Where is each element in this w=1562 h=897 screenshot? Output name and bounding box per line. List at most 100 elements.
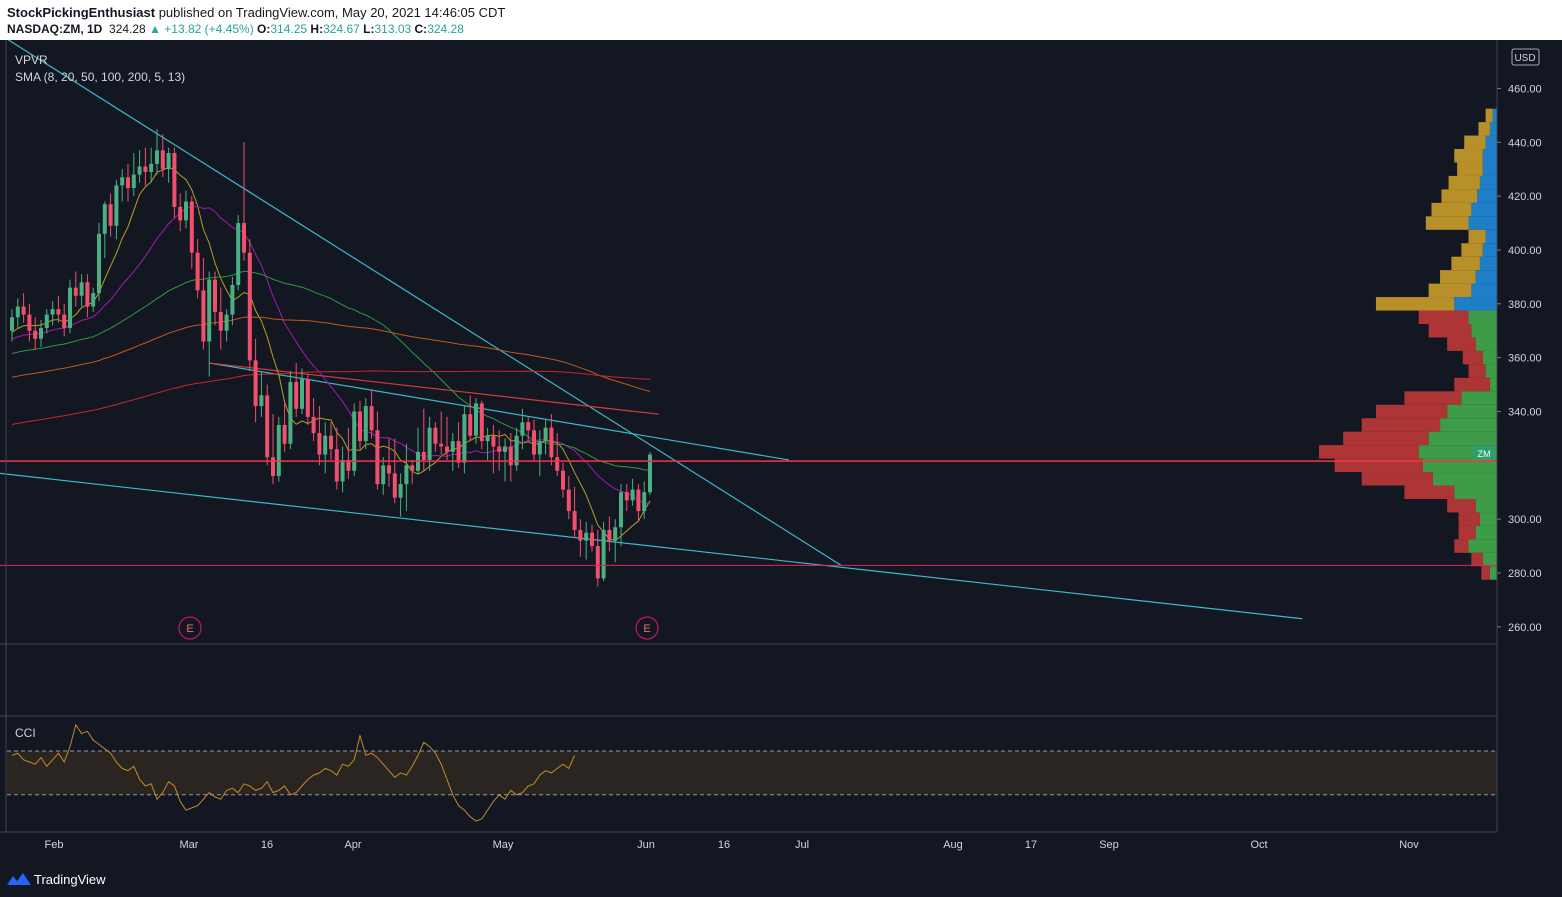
candle-body bbox=[62, 314, 67, 329]
cci-label[interactable]: CCI bbox=[15, 726, 36, 740]
brand-name[interactable]: TradingView bbox=[34, 872, 106, 887]
candle-body bbox=[387, 465, 391, 474]
open-value: 314.25 bbox=[270, 22, 308, 36]
vpvr-down-bar bbox=[1478, 122, 1490, 136]
vpvr-down-bar bbox=[1447, 337, 1476, 351]
vpvr-down-bar bbox=[1361, 418, 1441, 432]
price-tick-label: 260.00 bbox=[1508, 622, 1542, 634]
vpvr-down-bar bbox=[1375, 404, 1448, 419]
candle-body bbox=[427, 427, 432, 460]
vpvr-up-bar bbox=[1479, 512, 1497, 526]
candle-body bbox=[323, 435, 328, 455]
candle-body bbox=[108, 204, 113, 226]
time-tick-label: Aug bbox=[943, 839, 963, 851]
time-tick-label: 16 bbox=[718, 839, 730, 851]
vpvr-down-bar bbox=[1441, 189, 1478, 203]
candle-body bbox=[97, 233, 101, 294]
time-tick-label: Jul bbox=[795, 839, 809, 851]
price-tick-label: 420.00 bbox=[1508, 191, 1542, 203]
candle-body bbox=[503, 446, 507, 452]
publish-info: published on TradingView.com, May 20, 20… bbox=[155, 5, 506, 20]
candle-body bbox=[230, 284, 235, 315]
sma-label[interactable]: SMA (8, 20, 50, 100, 200, 5, 13) bbox=[15, 70, 185, 84]
sma-line bbox=[11, 270, 651, 471]
vpvr-up-bar bbox=[1422, 458, 1497, 473]
candle-body bbox=[311, 416, 316, 434]
trendline bbox=[0, 472, 1303, 620]
low-value: 313.03 bbox=[374, 22, 412, 36]
earnings-marker bbox=[178, 616, 202, 640]
candle-body bbox=[485, 435, 490, 442]
candle-body bbox=[358, 411, 362, 442]
vpvr-up-bar bbox=[1471, 202, 1497, 217]
vpvr-down-bar bbox=[1458, 525, 1476, 540]
high-value: 324.67 bbox=[323, 22, 360, 36]
price-tick-label: 280.00 bbox=[1508, 568, 1542, 580]
candle-body bbox=[619, 492, 623, 528]
vpvr-up-bar bbox=[1482, 149, 1497, 163]
price-tick-label: 440.00 bbox=[1508, 137, 1542, 149]
vpvr-down-bar bbox=[1451, 256, 1480, 271]
candle-body bbox=[363, 406, 368, 442]
footer: TradingView bbox=[0, 862, 1562, 897]
currency-label: USD bbox=[1514, 53, 1535, 64]
candle-body bbox=[636, 489, 641, 512]
candle-body bbox=[555, 457, 560, 471]
candle-body bbox=[143, 166, 148, 172]
candle-body bbox=[189, 201, 194, 253]
candle-body bbox=[126, 177, 130, 189]
candle-body bbox=[642, 492, 647, 512]
time-tick-label: Oct bbox=[1250, 839, 1267, 851]
vpvr-up-bar bbox=[1489, 566, 1497, 580]
author-name[interactable]: StockPickingEnthusiast bbox=[7, 5, 156, 20]
candle-body bbox=[155, 150, 159, 164]
cci-pane: 200.000.00-200.00 bbox=[7, 723, 1543, 824]
chart-canvas[interactable]: 321.56282.83ZM324.2813:55 0.00 200.000.0… bbox=[0, 40, 1562, 862]
vpvr-up-bar bbox=[1428, 431, 1497, 446]
vpvr-up-bar bbox=[1432, 472, 1497, 486]
candle-body bbox=[10, 317, 14, 331]
vpvr-down-bar bbox=[1428, 283, 1472, 298]
open-label: O: bbox=[257, 22, 271, 36]
vpvr-up-bar bbox=[1468, 310, 1497, 325]
candle-body bbox=[91, 293, 96, 307]
price-axis[interactable]: USD 460.00 440.00 420.00 400.00 380.00 360.00 3… bbox=[1496, 40, 1562, 862]
candle-body bbox=[526, 422, 531, 431]
time-tick-label: Feb bbox=[45, 839, 64, 851]
candle-body bbox=[369, 406, 374, 431]
candle-body bbox=[68, 287, 72, 329]
candle-body bbox=[247, 252, 252, 361]
candle-body bbox=[27, 314, 32, 331]
vpvr-up-bar bbox=[1454, 485, 1497, 499]
vpvr-up-bar bbox=[1461, 391, 1497, 405]
vpvr-down-bar bbox=[1485, 108, 1493, 123]
candle-body bbox=[410, 465, 415, 471]
vpvr-label[interactable]: VPVR bbox=[15, 53, 48, 67]
vpvr-down-bar bbox=[1440, 270, 1476, 284]
vpvr-down-bar bbox=[1404, 391, 1462, 405]
vpvr-up-bar bbox=[1468, 539, 1497, 553]
time-axis[interactable]: Feb Mar 16 Apr May Jun 16 Jul Aug 17 Sep Oct Nov bbox=[45, 839, 1420, 851]
price-tick-label: 380.00 bbox=[1508, 299, 1542, 311]
candle-body bbox=[566, 489, 571, 512]
candle-body bbox=[114, 185, 119, 226]
tradingview-logo-icon[interactable] bbox=[6, 871, 32, 887]
candle-body bbox=[520, 422, 525, 436]
candle-body bbox=[468, 414, 473, 436]
candle-body bbox=[421, 451, 426, 460]
vpvr-down-bar bbox=[1334, 458, 1423, 473]
candle-body bbox=[532, 430, 536, 455]
vpvr-down-bar bbox=[1461, 243, 1483, 257]
candle-body bbox=[445, 446, 449, 452]
sma-line bbox=[11, 370, 651, 425]
sma-line bbox=[11, 316, 651, 392]
candle-body bbox=[590, 532, 594, 547]
candle-body bbox=[352, 411, 357, 471]
vpvr-up-bar bbox=[1471, 283, 1497, 298]
candle-body bbox=[73, 287, 78, 296]
cci-band bbox=[7, 751, 1497, 795]
trendlines[interactable] bbox=[0, 40, 1303, 620]
vpvr-down-bar bbox=[1428, 324, 1472, 338]
symbol-label[interactable]: NASDAQ:ZM, 1D bbox=[7, 22, 103, 36]
